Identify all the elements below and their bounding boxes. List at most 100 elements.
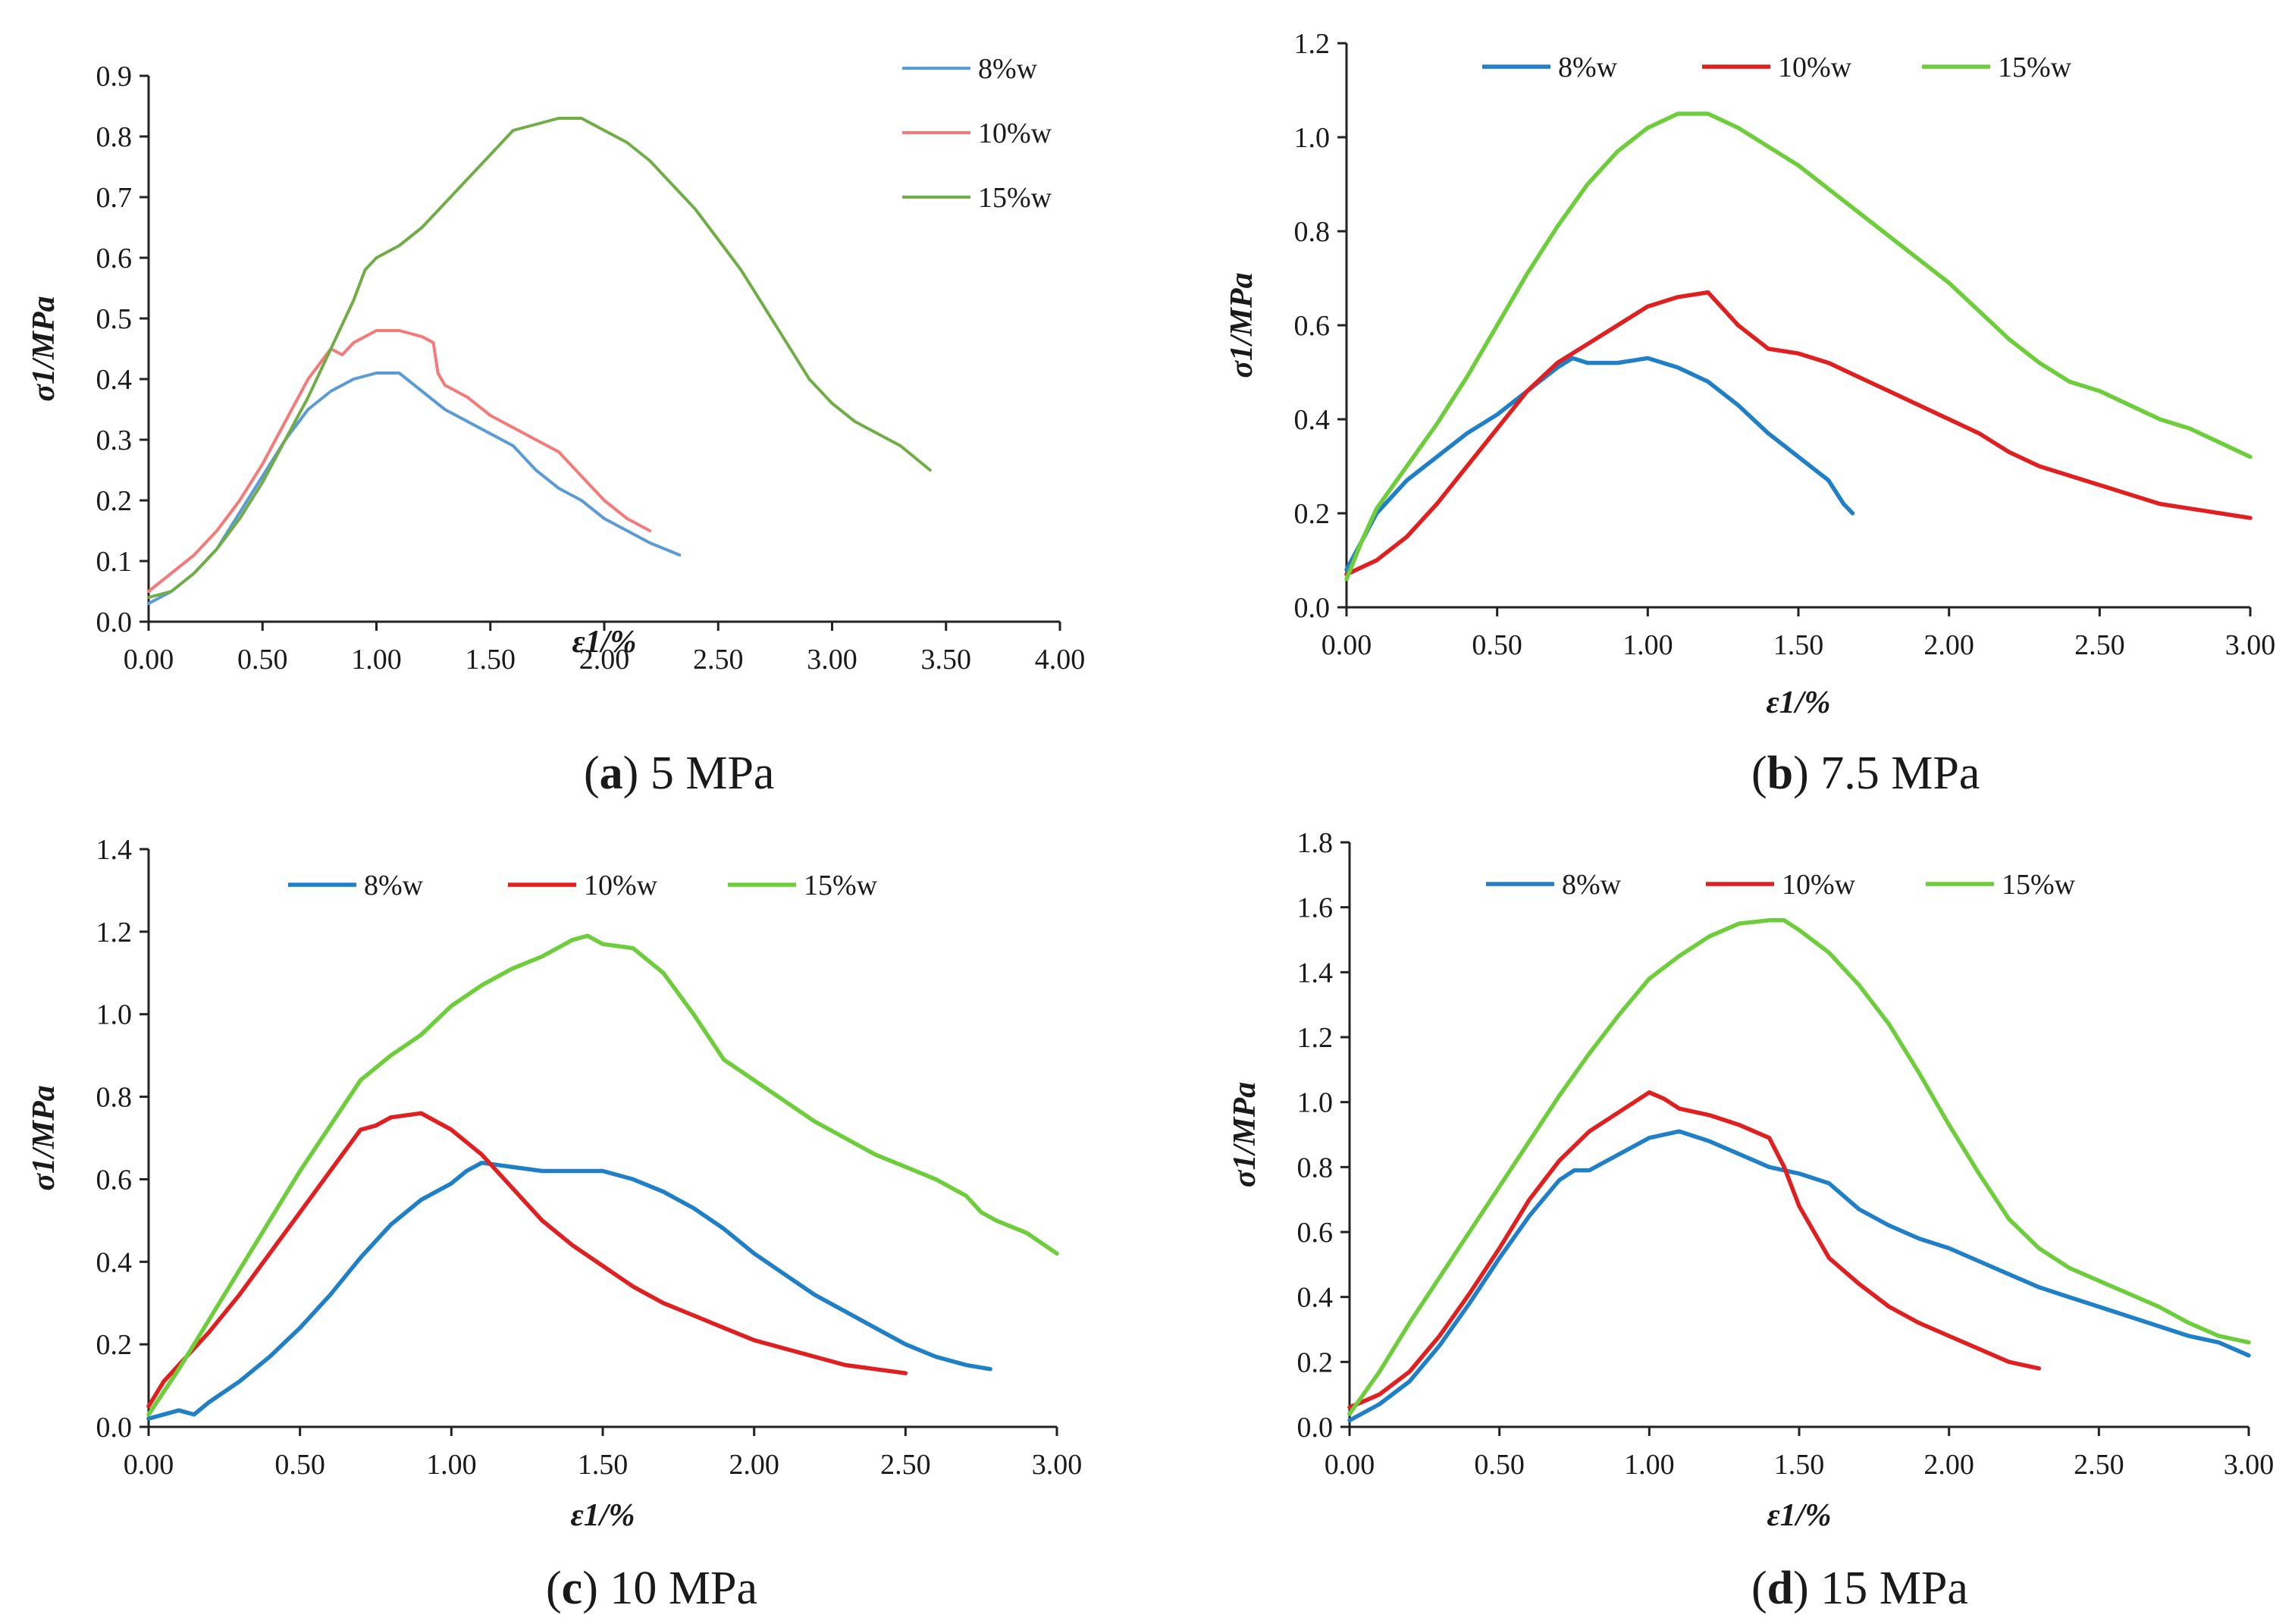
x-tick-label: 4.00	[1035, 644, 1086, 676]
y-tick-label: 0.9	[96, 61, 133, 92]
caption-letter: c	[562, 1563, 583, 1614]
legend-label: 8%w	[1558, 52, 1618, 83]
y-tick-label: 0.5	[96, 303, 133, 335]
y-tick-label: 0.2	[1297, 1347, 1334, 1378]
y-tick-label: 0.6	[96, 243, 133, 274]
y-tick-label: 0.4	[96, 364, 133, 396]
x-tick-label: 3.00	[1032, 1449, 1083, 1481]
legend-label: 8%w	[364, 870, 424, 901]
y-tick-label: 0.8	[1294, 216, 1331, 248]
x-tick-label: 0.50	[1474, 1449, 1525, 1481]
y-tick-label: 1.0	[1294, 122, 1331, 154]
y-tick-label: 0.4	[1297, 1282, 1334, 1314]
y-tick-label: 0.8	[96, 121, 133, 153]
series-line-8pct-w	[146, 1160, 992, 1421]
series-line-8pct-w	[147, 372, 682, 605]
y-tick-label: 1.4	[96, 834, 133, 866]
y-tick-label: 1.2	[1297, 1022, 1334, 1054]
y-tick-label: 0.4	[1294, 404, 1331, 436]
y-tick-label: 1.2	[96, 917, 133, 948]
legend-label: 8%w	[1562, 869, 1622, 901]
x-tick-label: 0.00	[1325, 1449, 1375, 1481]
series-line-8pct-w	[1347, 1129, 2251, 1423]
x-tick-label: 0.00	[124, 1449, 174, 1481]
x-tick-label: 1.50	[1774, 1449, 1825, 1481]
series-line-8pct-w	[1344, 356, 1855, 572]
series-line-10pct-w	[146, 1111, 908, 1409]
x-tick-label: 2.50	[693, 644, 744, 676]
caption-letter: b	[1767, 748, 1793, 799]
y-tick-label: 0.6	[96, 1164, 133, 1196]
y-tick-label: 0.7	[96, 182, 133, 214]
y-tick-label: 0.4	[96, 1246, 133, 1278]
caption-close-paren: )	[1793, 748, 1820, 799]
y-axis-title: σ1/MPa	[1227, 1082, 1262, 1187]
y-tick-label: 0.2	[1294, 498, 1331, 530]
caption-letter: a	[600, 748, 623, 799]
series-line-15pct-w	[1347, 918, 2251, 1416]
caption-text: 7.5 MPa	[1820, 748, 1980, 799]
y-axis-title: σ1/MPa	[27, 296, 61, 401]
caption-open-paren: (	[1751, 1563, 1767, 1614]
chart-panel-d: 0.0 0.2 0.4 0.6 0.8 1.0 1.2 1.4 1.6 1.8 0.00 0.50 1.…	[1227, 827, 2274, 1614]
x-tick-label: 3.50	[921, 644, 972, 676]
y-tick-label: 0.0	[1294, 592, 1331, 624]
x-tick-label: 3.00	[2225, 629, 2276, 661]
chart-panel-c: 0.0 0.2 0.4 0.6 0.8 1.0 1.2 1.4 0.00 0.50 1.00 1.50…	[27, 834, 1082, 1614]
x-axis-title: ε1/%	[1767, 1498, 1832, 1533]
x-tick-label: 1.00	[1624, 1449, 1675, 1481]
caption-open-paren: (	[584, 748, 600, 799]
panel-caption: (a) 5 MPa	[584, 748, 774, 799]
x-tick-label: 0.00	[1322, 629, 1372, 661]
y-tick-label: 1.0	[1297, 1087, 1334, 1119]
legend-label: 15%w	[804, 870, 878, 901]
x-tick-label: 2.00	[1923, 1449, 1974, 1481]
x-axis-title: ε1/%	[571, 1498, 635, 1533]
y-tick-label: 0.8	[96, 1082, 133, 1114]
y-tick-label: 0.3	[96, 425, 133, 456]
x-tick-label: 2.50	[2074, 629, 2125, 661]
series-line-10pct-w	[147, 329, 652, 593]
y-axis-title: σ1/MPa	[27, 1085, 61, 1190]
y-tick-label: 0.1	[96, 546, 133, 578]
x-tick-label: 1.00	[351, 644, 402, 676]
caption-text: 10 MPa	[610, 1563, 757, 1614]
panel-caption: (d) 15 MPa	[1751, 1563, 1968, 1614]
legend-label: 10%w	[1778, 52, 1852, 83]
x-tick-label: 0.50	[1472, 629, 1522, 661]
caption-close-paren: )	[582, 1563, 610, 1614]
y-tick-label: 1.2	[1294, 28, 1331, 60]
y-tick-label: 0.0	[96, 607, 133, 638]
y-tick-label: 1.4	[1297, 957, 1334, 989]
x-tick-label: 1.00	[426, 1449, 477, 1481]
x-axis-title: ε1/%	[1767, 685, 1831, 720]
y-tick-label: 1.6	[1297, 892, 1334, 924]
x-tick-label: 0.50	[274, 1449, 325, 1481]
x-tick-label: 0.50	[237, 644, 288, 676]
y-tick-label: 0.6	[1297, 1217, 1334, 1249]
legend-label: 10%w	[1782, 869, 1856, 901]
chart-panel-b: 0.0 0.2 0.4 0.6 0.8 1.0 1.2 0.00 0.50 1.00 1.50 2.0…	[1224, 28, 2275, 799]
caption-open-paren: (	[1751, 748, 1767, 799]
series-line-15pct-w	[146, 933, 1059, 1417]
x-tick-label: 2.00	[729, 1449, 779, 1481]
x-tick-label: 2.50	[2074, 1449, 2124, 1481]
caption-open-paren: (	[546, 1563, 562, 1614]
series-line-15pct-w	[147, 117, 932, 599]
x-tick-label: 1.00	[1622, 629, 1673, 661]
x-tick-label: 2.50	[880, 1449, 931, 1481]
caption-close-paren: )	[1793, 1563, 1820, 1614]
x-tick-label: 2.00	[579, 644, 630, 676]
y-tick-label: 0.2	[96, 485, 133, 517]
caption-text: 5 MPa	[651, 748, 775, 799]
x-tick-label: 3.00	[2224, 1449, 2275, 1481]
y-tick-label: 0.0	[96, 1412, 133, 1444]
caption-letter: d	[1767, 1563, 1793, 1614]
legend-label: 8%w	[978, 53, 1038, 85]
x-axis-title: ε1/%	[572, 625, 637, 660]
series-line-10pct-w	[1347, 1090, 2042, 1410]
y-tick-label: 0.6	[1294, 310, 1331, 342]
legend-label: 10%w	[584, 870, 658, 901]
x-tick-label: 1.50	[1773, 629, 1824, 661]
